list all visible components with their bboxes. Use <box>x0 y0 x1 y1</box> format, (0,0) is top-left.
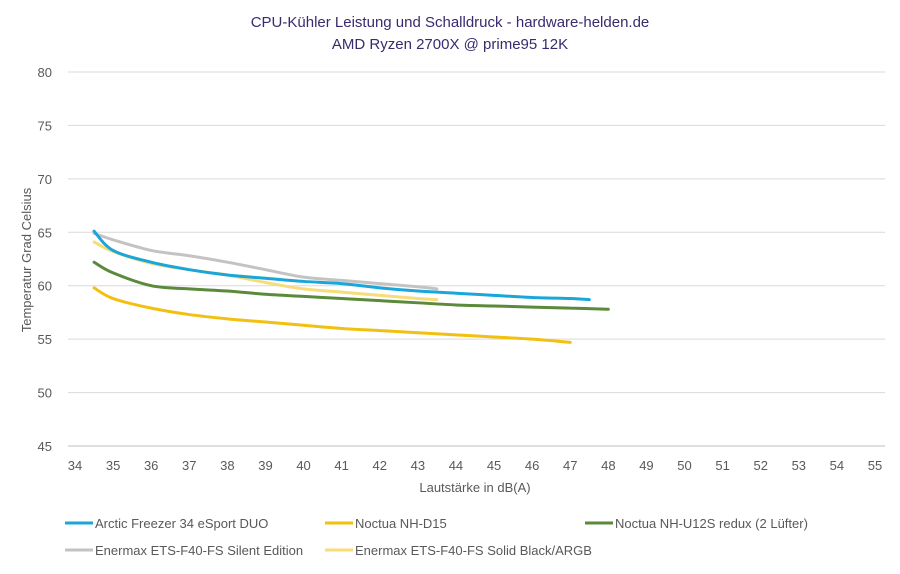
x-tick-label: 48 <box>601 458 615 473</box>
x-tick-label: 35 <box>106 458 120 473</box>
chart-subtitle: AMD Ryzen 2700X @ prime95 12K <box>332 36 568 53</box>
x-tick-label: 46 <box>525 458 539 473</box>
legend-label: Arctic Freezer 34 eSport DUO <box>95 516 268 531</box>
x-tick-label: 52 <box>753 458 767 473</box>
y-tick-label: 45 <box>38 439 52 454</box>
x-tick-label: 49 <box>639 458 653 473</box>
y-tick-label: 65 <box>38 225 52 240</box>
chart-title: CPU-Kühler Leistung und Schalldruck - ha… <box>251 14 650 31</box>
legend-label: Enermax ETS-F40-FS Silent Edition <box>95 543 303 558</box>
series-line-0 <box>92 229 591 302</box>
x-tick-label: 44 <box>449 458 463 473</box>
legend-label: Noctua NH-U12S redux (2 Lüfter) <box>615 516 808 531</box>
x-tick-label: 50 <box>677 458 691 473</box>
x-tick-label: 43 <box>411 458 425 473</box>
x-tick-label: 38 <box>220 458 234 473</box>
x-tick-label: 51 <box>715 458 729 473</box>
x-tick-label: 37 <box>182 458 196 473</box>
x-tick-label: 45 <box>487 458 501 473</box>
x-tick-label: 40 <box>296 458 310 473</box>
y-tick-label: 70 <box>38 172 52 187</box>
x-tick-label: 41 <box>334 458 348 473</box>
x-tick-label: 36 <box>144 458 158 473</box>
x-tick-label: 53 <box>792 458 806 473</box>
series-line-3 <box>92 231 439 291</box>
x-tick-label: 54 <box>830 458 844 473</box>
x-tick-label: 34 <box>68 458 82 473</box>
y-axis-label: Temperatur Grad Celsius <box>19 187 34 332</box>
y-tick-label: 75 <box>38 118 52 133</box>
legend-label: Noctua NH-D15 <box>355 516 447 531</box>
x-tick-label: 47 <box>563 458 577 473</box>
legend-label: Enermax ETS-F40-FS Solid Black/ARGB <box>355 543 592 558</box>
x-tick-label: 55 <box>868 458 882 473</box>
y-tick-label: 60 <box>38 279 52 294</box>
y-tick-label: 80 <box>38 65 52 80</box>
y-tick-label: 50 <box>38 386 52 401</box>
series-line-1 <box>92 286 572 344</box>
series-line-2 <box>92 260 610 311</box>
x-axis-label: Lautstärke in dB(A) <box>419 480 530 495</box>
x-tick-label: 39 <box>258 458 272 473</box>
x-tick-label: 42 <box>373 458 387 473</box>
y-tick-label: 55 <box>38 332 52 347</box>
